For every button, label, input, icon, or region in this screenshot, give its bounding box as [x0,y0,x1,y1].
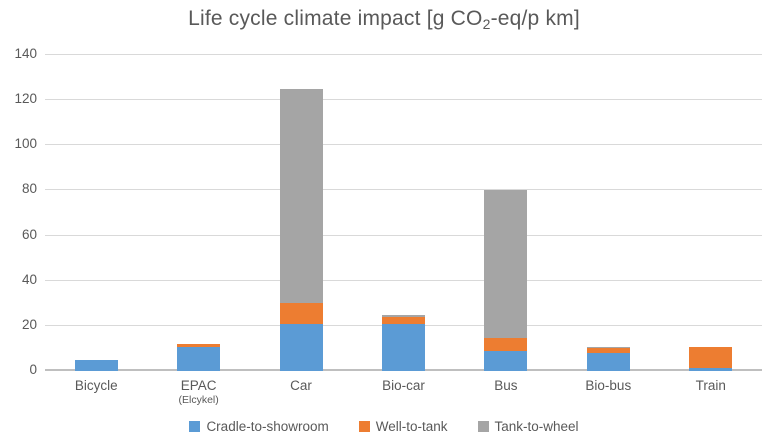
segment-bus-well-to-tank [484,338,528,351]
x-category-label: Bio-car [382,378,425,393]
gridline-80 [45,189,762,191]
bar-slot-bio-bus [557,55,659,371]
y-tick-label-80: 80 [21,181,37,197]
bar-slot-train [660,55,762,371]
x-category-label: Car [290,378,312,393]
segment-epac-cradle-to-showroom [177,347,221,371]
bar-train [689,347,733,371]
segment-car-tank-to-wheel [279,88,323,304]
x-category-train: Train [660,377,762,406]
y-tick-label-140: 140 [14,46,37,61]
legend: Cradle-to-showroom Well-to-tank Tank-to-wh… [0,419,768,434]
legend-item-cradle-to-showroom: Cradle-to-showroom [189,419,329,434]
segment-bio-bus-tank-to-wheel [586,347,630,348]
legend-swatch-icon [189,421,201,432]
bar-epac [177,343,221,371]
x-category-sublabel: (Elcykel) [178,394,219,406]
chart-title-text: Life cycle climate impact [g CO [188,7,483,30]
segment-train-cradle-to-showroom [689,368,733,371]
x-category-bio-bus: Bio-bus [557,377,659,406]
legend-item-well-to-tank: Well-to-tank [358,419,448,434]
segment-bicycle-cradle-to-showroom [74,359,118,371]
x-axis: Bicycle EPAC (Elcykel) Car Bio-car Bus Bio-bus… [45,377,762,406]
bar-slot-bio-car [352,55,454,371]
segment-epac-well-to-tank [177,343,221,348]
y-tick-label-40: 40 [21,271,37,287]
x-category-epac: EPAC (Elcykel) [147,377,249,406]
legend-label: Cradle-to-showroom [206,419,329,434]
bar-bio-bus [586,347,630,371]
gridline-100 [45,144,762,146]
y-tick-label-60: 60 [21,226,37,242]
bar-bicycle [74,359,118,371]
x-category-bus: Bus [455,377,557,406]
chart-title: Life cycle climate impact [g CO2-eq/p km… [0,0,768,32]
segment-bus-tank-to-wheel [484,190,528,339]
legend-label: Tank-to-wheel [494,419,579,434]
plot-area: 0 20 40 60 80 100 120 140 [14,46,762,377]
segment-bio-bus-well-to-tank [586,348,630,353]
bar-car [279,88,323,371]
legend-swatch-icon [477,421,489,432]
chart-title-subscript: 2 [482,16,491,32]
x-category-label: Bio-bus [585,378,632,393]
bar-slot-bicycle [45,55,147,371]
y-tick-label-100: 100 [14,136,37,152]
bars-container [45,55,762,371]
bar-bio-car [381,314,425,371]
legend-label: Well-to-tank [375,419,448,434]
x-category-bicycle: Bicycle [45,377,147,406]
segment-train-well-to-tank [689,347,733,369]
bar-slot-bus [455,55,557,371]
bar-slot-epac [147,55,249,371]
x-category-label: Bus [494,378,518,393]
y-tick-label-120: 120 [14,91,37,107]
x-category-label: Train [695,378,726,393]
x-category-label: EPAC [180,378,217,393]
gridline-60 [45,234,762,236]
legend-item-tank-to-wheel: Tank-to-wheel [477,419,579,434]
x-category-car: Car [250,377,352,406]
segment-bus-cradle-to-showroom [484,350,528,371]
segment-bio-car-tank-to-wheel [381,314,425,317]
legend-swatch-icon [358,421,370,432]
bar-bus [484,190,528,371]
x-category-label: Bicycle [74,378,118,393]
segment-bio-bus-cradle-to-showroom [586,352,630,371]
x-category-bio-car: Bio-car [352,377,454,406]
y-tick-label-0: 0 [29,362,37,377]
y-tick-label-20: 20 [21,316,37,332]
bar-slot-car [250,55,352,371]
segment-car-cradle-to-showroom [279,323,323,371]
segment-bio-car-well-to-tank [381,316,425,324]
gridline-140 [45,54,762,55]
gridline-40 [45,279,762,281]
segment-bio-car-cradle-to-showroom [381,323,425,371]
segment-car-well-to-tank [279,303,323,324]
chart-title-suffix: -eq/p km] [490,7,580,30]
gridline-120 [45,99,762,101]
